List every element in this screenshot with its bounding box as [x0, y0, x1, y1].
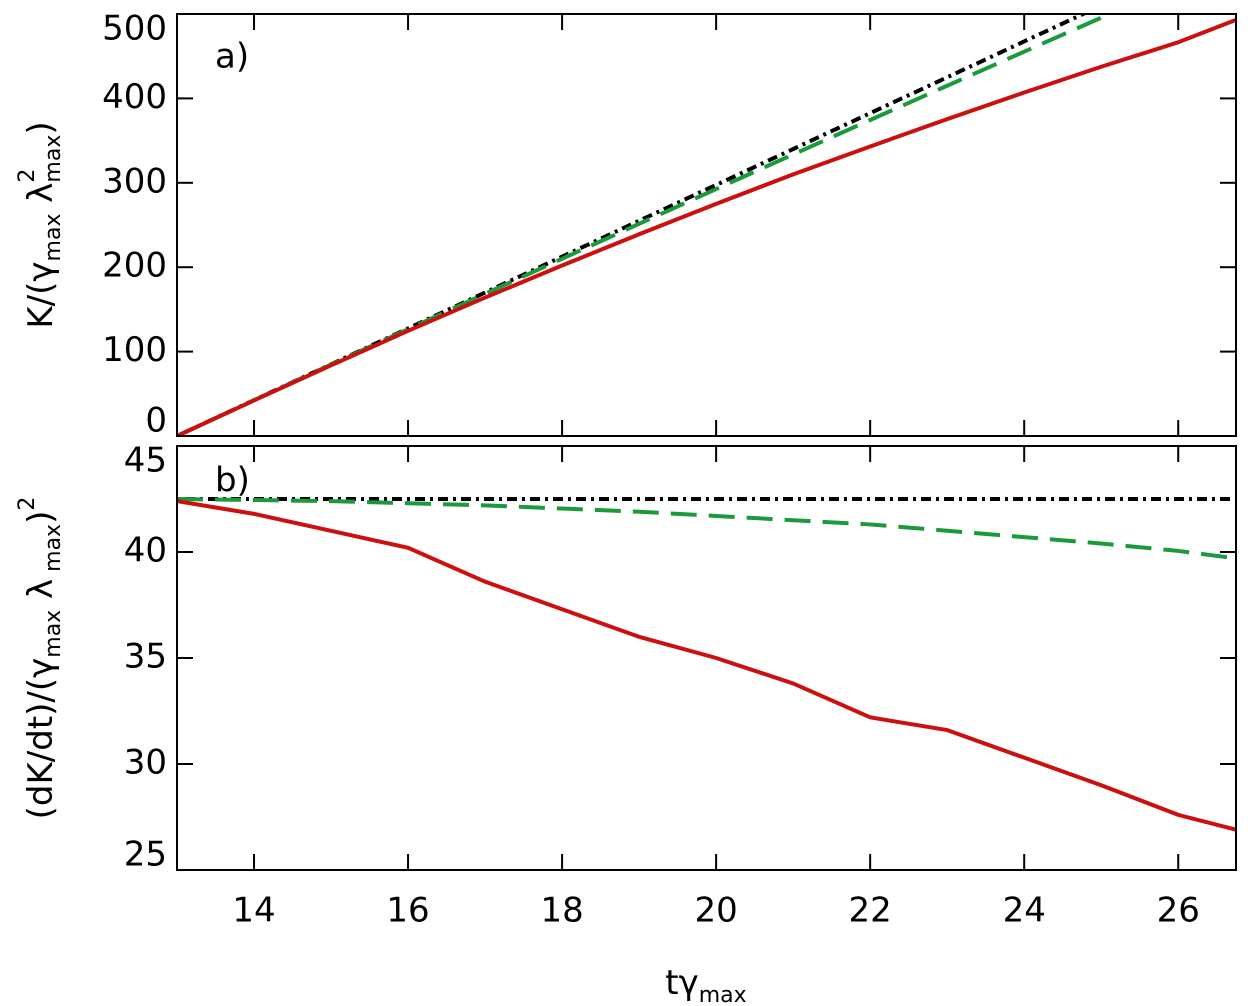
- label-part: tγ: [665, 963, 698, 1003]
- x-tick-label: 14: [232, 891, 275, 931]
- label-part: max: [41, 610, 66, 658]
- plot-frame: [176, 445, 1237, 871]
- x-tick-label: 24: [1003, 891, 1046, 931]
- x-tick-label: 20: [694, 891, 737, 931]
- label-part: max: [41, 135, 66, 183]
- series-line: [177, 497, 1236, 561]
- y-tick-label: 45: [124, 441, 167, 481]
- y-tick-label: 400: [102, 77, 167, 117]
- label-part: λ: [21, 579, 61, 610]
- y-tick-label: 200: [102, 246, 167, 286]
- y-tick-label: 500: [102, 9, 167, 49]
- y-axis-label: (dK/dt)/(γmax λ max)2: [15, 497, 66, 820]
- y-tick-label: 100: [102, 330, 167, 370]
- x-tick-label: 26: [1157, 891, 1200, 931]
- label-part: ): [21, 511, 61, 524]
- plot-frame: [176, 13, 1237, 437]
- panel-label: a): [215, 37, 249, 77]
- x-tick-label: 16: [386, 891, 429, 931]
- y-axis-label: K/(γmax λ2max): [15, 121, 66, 328]
- y-tick-label: 40: [124, 531, 167, 571]
- panel-label: b): [215, 461, 250, 501]
- label-part: max: [41, 214, 66, 262]
- label-part: (dK/dt)/(γ: [21, 658, 61, 820]
- x-axis-label: tγmax: [665, 963, 746, 1006]
- label-part: K/(γ: [21, 261, 61, 328]
- y-tick-label: 300: [102, 161, 167, 201]
- x-tick-label: 18: [540, 891, 583, 931]
- series-line: [177, 18, 1236, 436]
- y-tick-label: 35: [124, 637, 167, 677]
- label-part: ): [21, 121, 61, 134]
- label-part: 2: [15, 169, 40, 183]
- y-tick-label: 25: [124, 835, 167, 875]
- series-line: [177, 499, 1236, 832]
- label-part: 2: [15, 497, 40, 511]
- x-tick-label: 22: [849, 891, 892, 931]
- y-tick-label: 30: [124, 743, 167, 783]
- label-part: λ: [21, 183, 61, 214]
- label-part: max: [41, 524, 66, 579]
- label-part: max: [699, 983, 747, 1006]
- y-tick-label: 0: [145, 401, 167, 441]
